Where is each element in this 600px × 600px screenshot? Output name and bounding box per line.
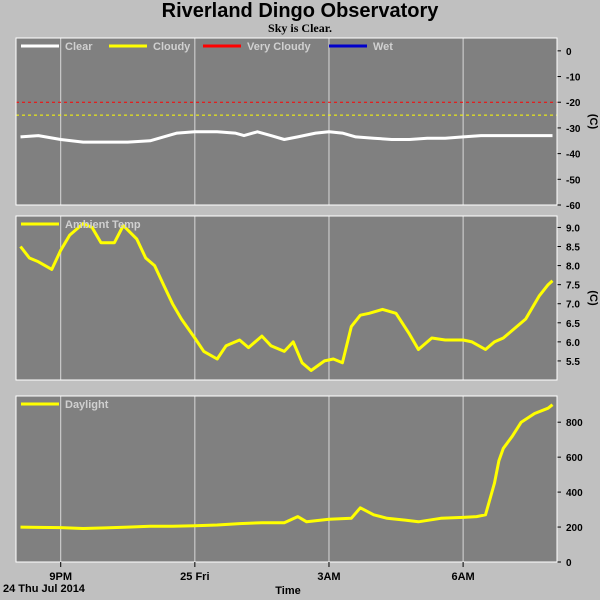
x-tick-label: 9PM [49, 571, 72, 583]
chart-title: Riverland Dingo Observatory [161, 0, 439, 22]
panel-frame [15, 37, 558, 206]
sky-temp-panel: 0 -10 -20 -30 -40 -50 -60 (C) Clear Cloudy Very Cl… [15, 37, 599, 212]
legend-label: Very Cloudy [247, 41, 311, 53]
daylight-panel: 800 600 400 200 0 Daylight [15, 395, 583, 569]
y-tick-label: 5.5 [566, 357, 580, 368]
y-tick-label: 7.0 [566, 300, 580, 311]
series-line [20, 403, 554, 530]
panel-frame [15, 215, 558, 381]
x-tick-label: 3AM [317, 571, 340, 583]
x-axis-title: Time [275, 585, 300, 597]
y-tick-label: 9.0 [566, 223, 580, 234]
series-line [19, 222, 554, 372]
y-tick-label: -30 [566, 124, 581, 135]
y-tick-label: 800 [566, 418, 583, 429]
panel-background [16, 38, 557, 205]
y-unit-label: (C) [587, 290, 599, 306]
legend-label: Clear [65, 41, 93, 53]
y-tick-label: 7.5 [566, 281, 580, 292]
y-tick-label: 0 [566, 47, 572, 58]
y-tick-label: 6.5 [566, 319, 580, 330]
y-tick-label: -60 [566, 201, 581, 212]
y-tick-label: 8.5 [566, 243, 580, 254]
ambient-temp-panel: 9.0 8.5 8.0 7.5 7.0 6.5 6.0 5.5 (C) Ambient Temp [15, 215, 599, 381]
y-tick-label: 8.0 [566, 262, 580, 273]
panel-background [16, 396, 557, 562]
y-tick-label: -40 [566, 150, 581, 161]
x-axis-date-label: 24 Thu Jul 2014 [3, 583, 86, 595]
legend-label: Daylight [65, 399, 109, 411]
y-tick-label: 0 [566, 558, 572, 569]
y-tick-label: -10 [566, 73, 581, 84]
x-tick-label: 6AM [451, 571, 474, 583]
x-axis: 24 Thu Jul 2014 Time 9PM 25 Fri 3AM 6AM [3, 562, 475, 597]
panel-frame [15, 395, 558, 563]
chart-subtitle: Sky is Clear. [268, 21, 332, 35]
series-line [20, 130, 553, 144]
panel-background [16, 216, 557, 380]
x-tick-label: 25 Fri [180, 571, 209, 583]
y-tick-label: -50 [566, 175, 581, 186]
legend-label: Ambient Temp [65, 219, 141, 231]
y-tick-label: 600 [566, 453, 583, 464]
y-tick-label: 200 [566, 523, 583, 534]
y-tick-label: 6.0 [566, 338, 580, 349]
legend-label: Cloudy [153, 41, 191, 53]
y-unit-label: (C) [587, 114, 599, 130]
y-tick-label: 400 [566, 488, 583, 499]
legend-label: Wet [373, 41, 393, 53]
y-tick-label: -20 [566, 98, 581, 109]
